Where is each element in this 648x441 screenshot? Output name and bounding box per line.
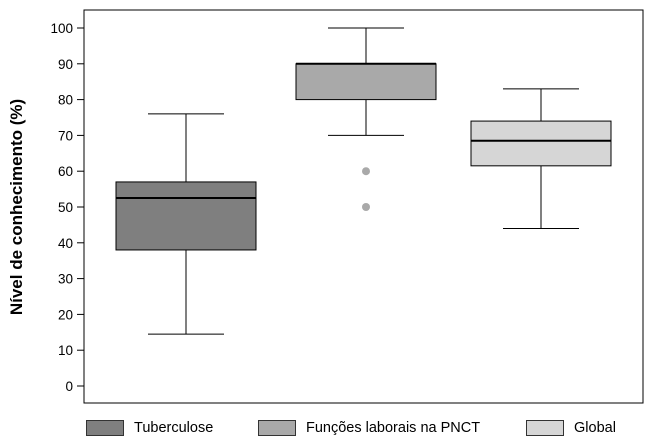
box [295,63,437,101]
legend-label: Tuberculose [134,420,214,436]
y-tick-label: 100 [50,21,73,36]
legend-label: Funções laborais na PNCT [306,420,481,436]
legend-item: Global [526,418,616,438]
legend-swatch [258,420,296,436]
legend-label: Global [574,420,616,436]
box [115,181,257,251]
y-axis: 0 10 20 30 40 50 60 70 80 90 100 [50,21,84,394]
legend-swatch [526,420,564,436]
outlier-point [362,203,370,211]
legend-item: Funções laborais na PNCT [258,418,480,438]
legend: Tuberculose Funções laborais na PNCT Globa… [0,418,648,440]
y-tick-label: 90 [58,57,73,72]
y-tick-label: 10 [58,343,73,358]
box [470,120,612,167]
y-axis-label: Nível de conhecimento (%) [7,99,26,315]
y-tick-label: 80 [58,93,73,108]
y-tick-label: 0 [65,379,73,394]
y-tick-label: 50 [58,200,73,215]
y-tick-label: 40 [58,236,73,251]
boxplot-chart: 0 10 20 30 40 50 60 70 80 90 100 Nível de conhecim… [7,9,644,404]
y-tick-label: 60 [58,164,73,179]
y-tick-label: 20 [58,307,73,322]
outlier-point [362,167,370,176]
boxes [115,27,612,335]
legend-swatch [86,420,124,436]
y-tick-label: 30 [58,272,73,287]
legend-item: Tuberculose [86,418,213,438]
y-tick-label: 70 [58,128,73,143]
